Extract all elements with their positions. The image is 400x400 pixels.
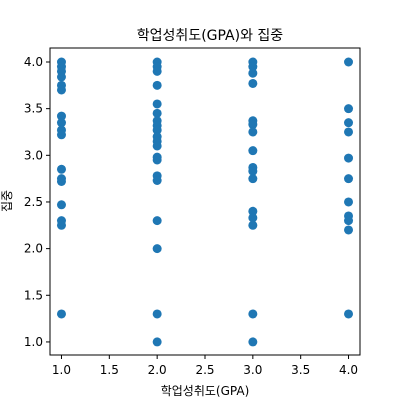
x-axis: 1.0 1.5 2.0 2.5 3.0 3.5 4.0 [52, 355, 358, 377]
y-tick-label: 1.0 [24, 335, 43, 349]
y-tick-label: 3.5 [24, 102, 43, 116]
data-points [56, 57, 354, 347]
data-point [152, 309, 162, 319]
x-tick-label: 3.5 [291, 363, 310, 377]
data-point [56, 200, 66, 210]
y-axis-label: 집중 [0, 190, 14, 212]
data-point [344, 225, 354, 235]
data-point [152, 337, 162, 347]
data-point [344, 104, 354, 114]
data-point [248, 120, 258, 130]
data-point [248, 78, 258, 88]
data-point [56, 118, 66, 128]
data-point [344, 57, 354, 67]
data-point [248, 127, 258, 137]
data-point [248, 220, 258, 230]
data-point [152, 216, 162, 226]
data-point [56, 176, 66, 186]
data-point [344, 153, 354, 163]
plot-area-frame [49, 47, 361, 356]
y-tick-label: 2.5 [24, 195, 43, 209]
x-tick-label: 2.5 [195, 363, 214, 377]
data-point [248, 174, 258, 184]
data-point [248, 166, 258, 176]
data-point [344, 118, 354, 128]
data-point [248, 68, 258, 78]
data-point [344, 197, 354, 207]
data-point [56, 130, 66, 140]
data-point [56, 164, 66, 174]
y-tick-label: 4.0 [24, 55, 43, 69]
x-tick-label: 2.0 [148, 363, 167, 377]
y-tick-label: 2.0 [24, 242, 43, 256]
data-point [56, 72, 66, 82]
data-point [248, 213, 258, 223]
data-point [152, 66, 162, 76]
data-point [344, 127, 354, 137]
data-point [56, 85, 66, 95]
data-point [152, 176, 162, 186]
data-point [248, 206, 258, 216]
x-tick-label: 1.5 [100, 363, 119, 377]
y-tick-label: 1.5 [24, 288, 43, 302]
data-point [152, 108, 162, 118]
data-point [344, 216, 354, 226]
x-tick-label: 1.0 [52, 363, 71, 377]
data-point [248, 337, 258, 347]
y-tick-label: 3.0 [24, 148, 43, 162]
data-point [56, 111, 66, 121]
data-point [152, 141, 162, 151]
data-point [56, 220, 66, 230]
data-point [152, 80, 162, 90]
data-point [152, 155, 162, 165]
x-axis-label: 학업성취도(GPA) [161, 384, 250, 398]
x-tick-label: 4.0 [339, 363, 358, 377]
data-point [248, 146, 258, 156]
data-point [344, 174, 354, 184]
data-point [152, 99, 162, 109]
data-point [152, 125, 162, 135]
data-point [248, 62, 258, 72]
y-axis: 1.0 1.5 2.0 2.5 3.0 3.5 4.0 [24, 55, 50, 349]
data-point [152, 244, 162, 254]
data-point [344, 309, 354, 319]
data-point [248, 309, 258, 319]
chart-title: 학업성취도(GPA)와 집중 [137, 28, 284, 44]
data-point [56, 309, 66, 319]
x-tick-label: 3.0 [243, 363, 262, 377]
